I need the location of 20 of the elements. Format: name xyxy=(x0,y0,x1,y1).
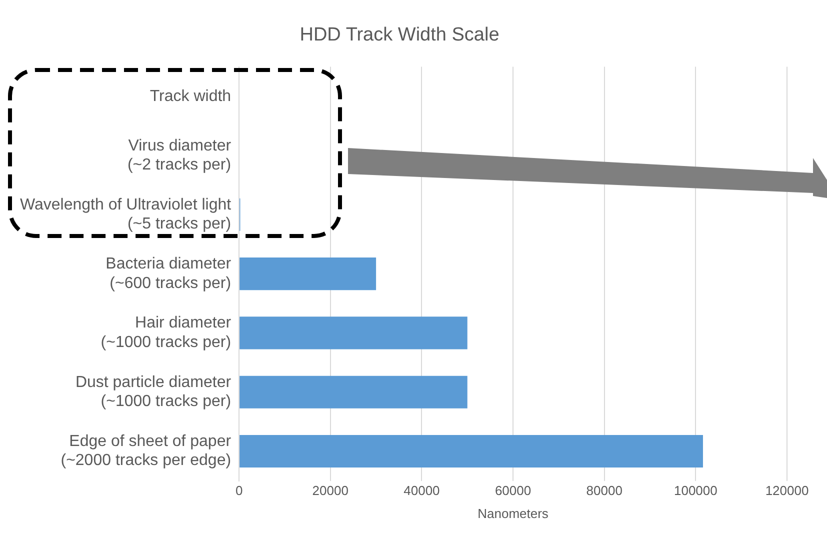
bar xyxy=(240,316,468,350)
y-tick-label: Wavelength of Ultraviolet light (~5 tracks per) xyxy=(20,196,232,233)
y-tick-label: Edge of sheet of paper (~2000 tracks per edge) xyxy=(60,433,232,470)
bar xyxy=(240,434,703,468)
x-tick-label: 0 xyxy=(235,483,243,498)
x-tick-label: 100000 xyxy=(674,483,718,498)
y-tick-label: Hair diameter (~1000 tracks per) xyxy=(100,314,232,351)
bar xyxy=(240,376,468,408)
y-tick-label: Track width xyxy=(150,88,232,105)
x-tick-label: 40000 xyxy=(404,483,440,498)
bar xyxy=(240,258,376,290)
x-tick-label: 60000 xyxy=(494,483,532,498)
x-tick-label: 80000 xyxy=(586,483,622,498)
x-tick-label: 20000 xyxy=(312,483,348,498)
y-tick-label: Bacteria diameter (~600 tracks per) xyxy=(106,256,232,292)
chart-title: HDD Track Width Scale xyxy=(300,24,500,46)
x-tick-label: 120000 xyxy=(765,483,809,498)
x-axis-title: Nanometers xyxy=(478,506,549,521)
y-tick-label: Virus diameter (~2 tracks per) xyxy=(127,137,232,174)
y-tick-label: Dust particle diameter (~1000 tracks per) xyxy=(75,374,232,410)
